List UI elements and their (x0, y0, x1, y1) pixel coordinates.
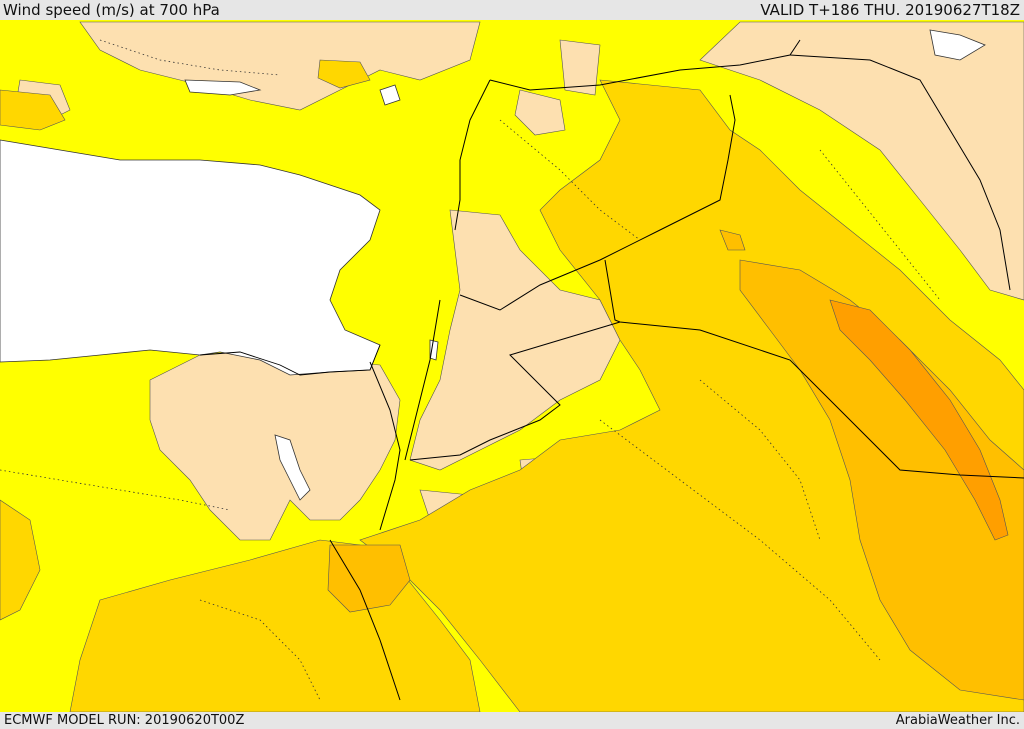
credit-label: ArabiaWeather Inc. (895, 713, 1020, 728)
map-footer: ECMWF MODEL RUN: 20190620T00Z ArabiaWeat… (0, 712, 1024, 729)
admin-boundaries (0, 39, 941, 701)
map-header: Wind speed (m/s) at 700 hPa VALID T+186 … (0, 0, 1024, 20)
model-run-label: ECMWF MODEL RUN: 20190620T00Z (4, 713, 245, 728)
coastline (199, 344, 381, 376)
wind-band-strong (327, 229, 1024, 701)
water-bodies (0, 29, 986, 501)
valid-time-label: VALID T+186 THU. 20190627T18Z (760, 1, 1020, 19)
wind-band-max (829, 299, 1009, 541)
map-title: Wind speed (m/s) at 700 hPa (3, 1, 220, 19)
country-borders (329, 39, 1024, 701)
wind-speed-map (0, 20, 1024, 712)
wind-band-medium (0, 59, 1024, 712)
